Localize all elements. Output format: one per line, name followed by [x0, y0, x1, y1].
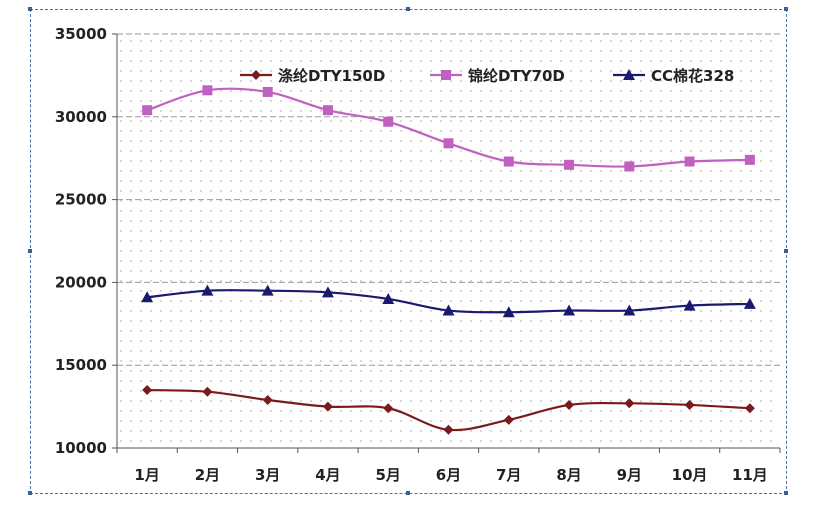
- data-point-triangle: [563, 304, 576, 316]
- resize-handle-bottom-center[interactable]: [406, 491, 410, 495]
- x-tick-label: 2月: [195, 466, 220, 484]
- x-tick-label: 4月: [315, 466, 340, 484]
- y-tick-labels: 35000 30000 25000 20000 15000 10000: [55, 25, 107, 457]
- data-point-diamond: [744, 403, 755, 414]
- data-point-triangle: [623, 69, 635, 80]
- resize-handle-bottom-left[interactable]: [28, 491, 32, 495]
- data-point-square: [441, 70, 451, 80]
- resize-handle-middle-right[interactable]: [784, 249, 788, 253]
- series-square: [142, 85, 755, 172]
- series-group: [141, 85, 756, 435]
- data-point-square: [624, 161, 635, 172]
- legend: 涤纶DTY150D 锦纶DTY70D CC棉花328: [240, 67, 734, 85]
- data-point-square: [383, 116, 394, 127]
- data-point-triangle: [321, 286, 334, 298]
- legend-item: 锦纶DTY70D: [430, 67, 565, 85]
- x-tick-label: 9月: [617, 466, 642, 484]
- y-tick-label: 30000: [55, 108, 107, 126]
- data-point-triangle: [201, 284, 214, 296]
- y-tick-label: 35000: [55, 25, 107, 43]
- x-tick-label: 5月: [376, 466, 401, 484]
- series-diamond: [142, 385, 755, 435]
- data-point-triangle: [442, 304, 455, 316]
- data-point-diamond: [564, 399, 575, 410]
- data-point-square: [142, 105, 153, 116]
- resize-handle-top-right[interactable]: [784, 7, 788, 11]
- data-point-triangle: [382, 292, 395, 304]
- data-point-triangle: [502, 306, 515, 318]
- legend-label: CC棉花328: [651, 67, 734, 85]
- y-tick-label: 25000: [55, 191, 107, 209]
- x-tick-labels: 1月 2月 3月 4月 5月 6月 7月 8月 9月 10月 11月: [134, 466, 767, 484]
- y-tick-label: 20000: [55, 273, 107, 291]
- data-point-square: [564, 159, 575, 170]
- data-point-triangle: [743, 297, 756, 309]
- data-point-triangle: [683, 299, 696, 311]
- data-point-diamond: [383, 403, 394, 414]
- x-tick-label: 1月: [134, 466, 159, 484]
- resize-handle-bottom-right[interactable]: [784, 491, 788, 495]
- legend-label: 锦纶DTY70D: [468, 67, 565, 85]
- data-point-triangle: [261, 284, 274, 296]
- axes: [112, 33, 781, 453]
- data-point-diamond: [684, 399, 695, 410]
- x-tick-label: 10月: [672, 466, 708, 484]
- data-point-square: [744, 154, 755, 165]
- data-point-square: [503, 156, 514, 167]
- y-tick-label: 15000: [55, 356, 107, 374]
- data-point-square: [684, 156, 695, 167]
- legend-item: 涤纶DTY150D: [240, 67, 385, 85]
- data-point-diamond: [251, 70, 261, 80]
- data-point-diamond: [503, 414, 514, 425]
- data-point-diamond: [202, 386, 213, 397]
- data-point-diamond: [624, 398, 635, 409]
- data-point-triangle: [141, 291, 154, 303]
- resize-handle-top-center[interactable]: [406, 7, 410, 11]
- y-tick-label: 10000: [55, 439, 107, 457]
- data-point-triangle: [623, 304, 636, 316]
- data-point-square: [202, 85, 213, 96]
- x-tick-label: 7月: [496, 466, 521, 484]
- data-point-square: [262, 86, 273, 97]
- x-tick-label: 3月: [255, 466, 280, 484]
- x-tick-label: 11月: [732, 466, 768, 484]
- legend-label: 涤纶DTY150D: [278, 67, 385, 85]
- data-point-square: [322, 105, 333, 116]
- x-tick-label: 6月: [436, 466, 461, 484]
- legend-item: CC棉花328: [613, 67, 734, 85]
- gridlines: [117, 33, 780, 448]
- plot-area: [117, 34, 780, 448]
- data-point-diamond: [262, 394, 273, 405]
- series-triangle: [141, 284, 756, 318]
- data-point-diamond: [142, 385, 153, 396]
- data-point-diamond: [443, 424, 454, 435]
- resize-handle-top-left[interactable]: [28, 7, 32, 11]
- data-point-diamond: [322, 401, 333, 412]
- resize-handle-middle-left[interactable]: [28, 249, 32, 253]
- x-tick-label: 8月: [556, 466, 581, 484]
- data-point-square: [443, 138, 454, 149]
